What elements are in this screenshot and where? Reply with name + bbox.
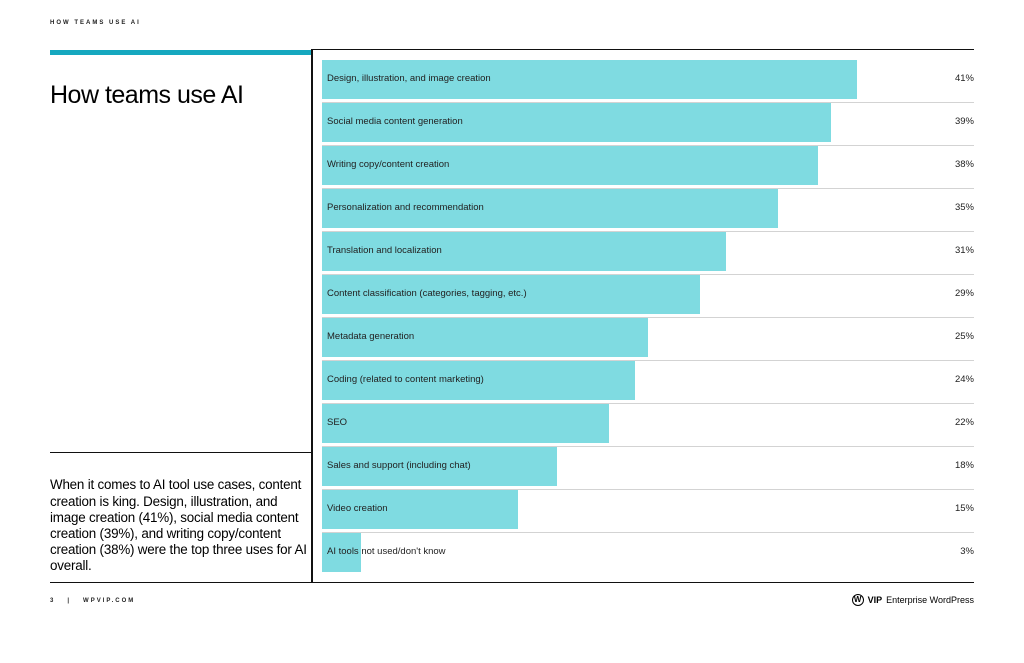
chart-left-rule [311,49,313,583]
page-title: How teams use AI [50,80,244,109]
summary-divider [50,452,311,453]
bar-value-label: 29% [954,288,974,299]
bar-label: Social media content generation [327,116,463,127]
page-number: 3 [50,598,56,604]
bar [322,189,779,228]
bar-label: Translation and localization [327,245,442,256]
bar [322,146,818,185]
bar [322,103,831,142]
bar [322,361,635,400]
bar-label: SEO [327,417,348,428]
bar-value-label: 18% [954,460,974,471]
row-separator [322,360,974,361]
bar [322,60,857,99]
chart-row: Writing copy/content creation 38% [322,146,974,189]
bar [322,533,362,572]
bar-value-label: 3% [960,546,974,557]
row-separator [322,102,974,103]
chart-top-rule [312,49,974,50]
bar-value-label: 41% [954,73,974,84]
site-url: WPVIP.COM [83,598,136,604]
bar [322,404,609,443]
bar-label: Sales and support (including chat) [327,460,471,471]
chart-row: Translation and localization 31% [322,232,974,275]
chart-row: Social media content generation 39% [322,103,974,146]
chart-row: Coding (related to content marketing) 24% [322,361,974,404]
bar-label: Content classification (categories, tagg… [327,288,527,299]
row-separator [322,532,974,533]
horizontal-bar-chart: Design, illustration, and image creation… [322,60,974,573]
row-separator [322,145,974,146]
bottom-rule [50,582,974,583]
bar-value-label: 22% [954,417,974,428]
chart-row: Video creation 15% [322,490,974,533]
bar-value-label: 15% [954,503,974,514]
wordpress-logo-icon: W [851,594,864,606]
row-separator [322,231,974,232]
bar-value-label: 31% [954,245,974,256]
summary-text: When it comes to AI tool use cases, cont… [50,477,307,574]
row-separator [322,446,974,447]
footer-brand: W VIP Enterprise WordPress [851,594,974,606]
row-separator [322,188,974,189]
bar-label: Metadata generation [327,331,415,342]
bar [322,318,648,357]
bar [322,490,518,529]
bar [322,232,727,271]
bar [322,275,701,314]
row-separator [322,489,974,490]
accent-bar [50,50,311,55]
bar [322,447,557,486]
bar-label: Design, illustration, and image creation [327,73,491,84]
footer-left: 3 | WPVIP.COM [50,598,135,604]
bar-label: Personalization and recommendation [327,202,484,213]
footer-separator: | [67,598,72,604]
chart-row: Content classification (categories, tagg… [322,275,974,318]
row-separator [322,274,974,275]
chart-row: Personalization and recommendation 35% [322,189,974,232]
chart-row: Metadata generation 25% [322,318,974,361]
bar-label: Video creation [327,503,388,514]
bar-value-label: 24% [954,374,974,385]
row-separator [322,317,974,318]
chart-row: SEO 22% [322,404,974,447]
bar-value-label: 35% [954,202,974,213]
row-separator [322,403,974,404]
bar-label: AI tools not used/don't know [327,546,446,557]
chart-row: Sales and support (including chat) 18% [322,447,974,490]
brand-name: Enterprise WordPress [886,595,974,605]
bar-label: Writing copy/content creation [327,159,450,170]
section-label: HOW TEAMS USE AI [50,20,141,26]
chart-row: AI tools not used/don't know 3% [322,533,974,576]
bar-value-label: 39% [954,116,974,127]
bar-value-label: 38% [954,159,974,170]
brand-vip: VIP [867,595,883,605]
bar-value-label: 25% [954,331,974,342]
bar-label: Coding (related to content marketing) [327,374,484,385]
chart-row: Design, illustration, and image creation… [322,60,974,103]
